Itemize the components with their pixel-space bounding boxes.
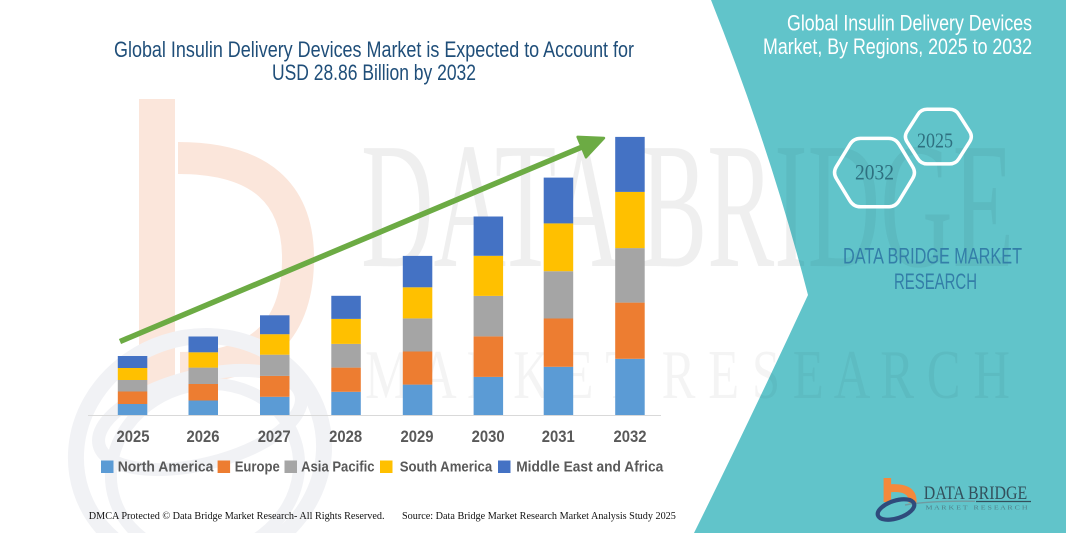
svg-text:2029: 2029: [401, 427, 434, 446]
svg-text:2027: 2027: [258, 427, 291, 446]
svg-text:Global Insulin Delivery Device: Global Insulin Delivery Devices: [787, 11, 1032, 36]
svg-text:2025: 2025: [117, 427, 150, 446]
svg-text:Asia Pacific: Asia Pacific: [301, 459, 374, 476]
svg-text:Middle East and Africa: Middle East and Africa: [516, 459, 664, 476]
svg-text:2031: 2031: [542, 427, 575, 446]
svg-text:Source: Data Bridge Market Res: Source: Data Bridge Market Research Mark…: [402, 511, 676, 522]
svg-text:Global Insulin Delivery Device: Global Insulin Delivery Devices Market i…: [114, 37, 634, 62]
svg-text:USD 28.86 Billion by 2032: USD 28.86 Billion by 2032: [272, 60, 476, 85]
svg-text:2025: 2025: [917, 129, 953, 153]
svg-text:RESEARCH: RESEARCH: [894, 269, 977, 294]
svg-text:2028: 2028: [329, 427, 362, 446]
svg-text:2026: 2026: [187, 427, 220, 446]
svg-text:M A R K E T R E S E A R C H: M A R K E T R E S E A R C H: [926, 505, 1028, 512]
svg-text:Market, By Regions, 2025 to 20: Market, By Regions, 2025 to 2032: [763, 34, 1032, 59]
svg-text:2032: 2032: [855, 160, 894, 185]
svg-text:DATA BRIDGE: DATA BRIDGE: [924, 484, 1027, 504]
svg-text:South America: South America: [400, 459, 493, 476]
svg-text:North America: North America: [118, 459, 214, 476]
svg-text:2030: 2030: [472, 427, 505, 446]
svg-text:2032: 2032: [614, 427, 647, 446]
svg-text:Europe: Europe: [235, 459, 280, 476]
svg-text:DATA BRIDGE MARKET: DATA BRIDGE MARKET: [843, 244, 1022, 269]
svg-text:DMCA Protected © Data Bridge M: DMCA Protected © Data Bridge Market Rese…: [89, 511, 385, 522]
